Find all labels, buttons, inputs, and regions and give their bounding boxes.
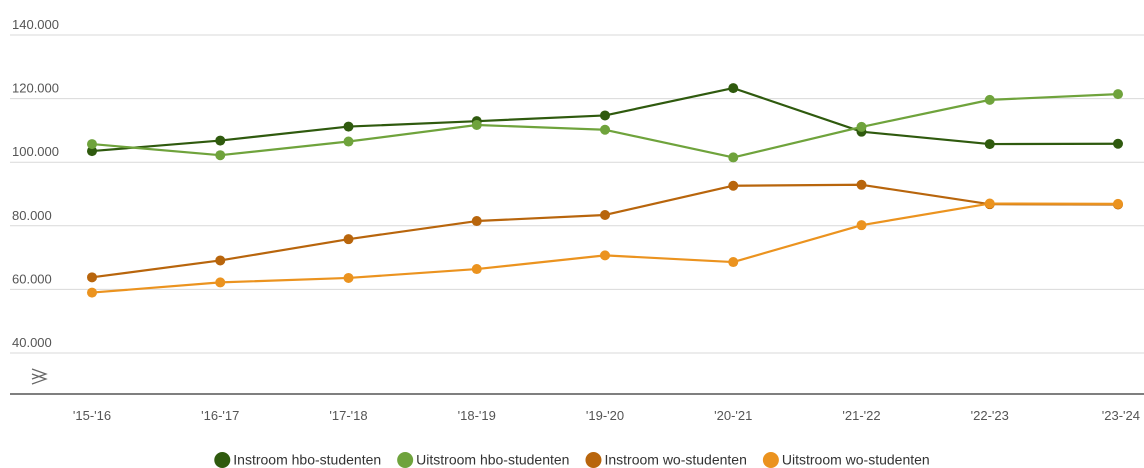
data-point [856,121,867,132]
legend-label: Uitstroom wo-studenten [782,452,930,468]
data-point [215,255,226,266]
series-4 [87,198,1123,298]
legend-item: Uitstroom wo-studenten [762,452,930,468]
y-tick-label: 80.000 [12,208,52,223]
data-point [600,250,610,261]
legend-label: Instroom hbo-studenten [233,452,381,468]
legend-marker [397,452,414,468]
y-tick-label: 120.000 [12,81,59,96]
x-tick-label: '21-'22 [842,408,880,423]
data-point [728,152,739,163]
x-tick-label: '17-'18 [329,408,367,423]
legend: Instroom hbo-studenten Uitstroom hbo-stud… [214,452,930,468]
x-tick-label: '20-'21 [714,408,752,423]
data-point [343,121,354,132]
x-tick-label: '15-'16 [73,408,111,423]
y-tick-label: 100.000 [12,144,59,159]
legend-item: Instroom wo-studenten [585,452,747,468]
legend-item: Uitstroom hbo-studenten [397,452,569,468]
y-axis-ticks: 140.000 120.000 100.000 80.000 60.000 40.000 [12,17,59,350]
series-1 [87,83,1123,157]
data-point [728,257,739,268]
data-point [984,94,995,105]
legend-label: Uitstroom hbo-studenten [416,452,569,468]
data-point [471,264,482,275]
data-point [728,180,739,191]
gridlines [10,34,1144,354]
x-tick-label: '19-'20 [586,408,624,423]
data-point [87,272,97,283]
legend-marker [762,452,779,468]
data-point [87,287,97,298]
data-point [343,272,354,283]
data-point [215,277,226,288]
series-2 [87,89,1123,163]
legend-marker [214,452,231,468]
data-point [471,119,482,130]
legend-label: Instroom wo-studenten [604,452,746,468]
data-point [1113,89,1123,100]
data-point [856,179,867,190]
data-point [1113,138,1123,149]
data-point [600,209,610,220]
data-point [856,220,867,231]
legend-item: Instroom hbo-studenten [214,452,381,468]
series-lines [87,83,1123,298]
data-point [600,124,610,135]
y-tick-label: 60.000 [12,271,52,286]
data-point [1113,198,1123,209]
data-point [343,234,354,245]
data-point [984,198,995,209]
data-point [600,110,610,121]
x-tick-label: '23-'24 [1102,408,1140,423]
x-tick-label: '22-'23 [971,408,1009,423]
x-tick-label: '16-'17 [201,408,239,423]
x-axis-ticks: '15-'16 '16-'17 '17-'18 '18-'19 '19-'20 '20-'… [73,408,1140,423]
x-axis [10,368,1144,395]
legend-marker [585,452,602,468]
x-tick-label: '18-'19 [458,408,496,423]
data-point [984,139,995,150]
y-tick-label: 40.000 [12,335,52,350]
series-3 [87,179,1123,283]
data-point [215,135,226,146]
data-point [343,136,354,147]
data-point [471,216,482,227]
axis-break-icon [31,368,48,385]
data-point [87,146,97,157]
data-point [87,139,97,150]
series-line [91,183,1119,279]
data-point [728,83,739,94]
data-point [215,150,226,161]
y-tick-label: 140.000 [12,17,59,32]
